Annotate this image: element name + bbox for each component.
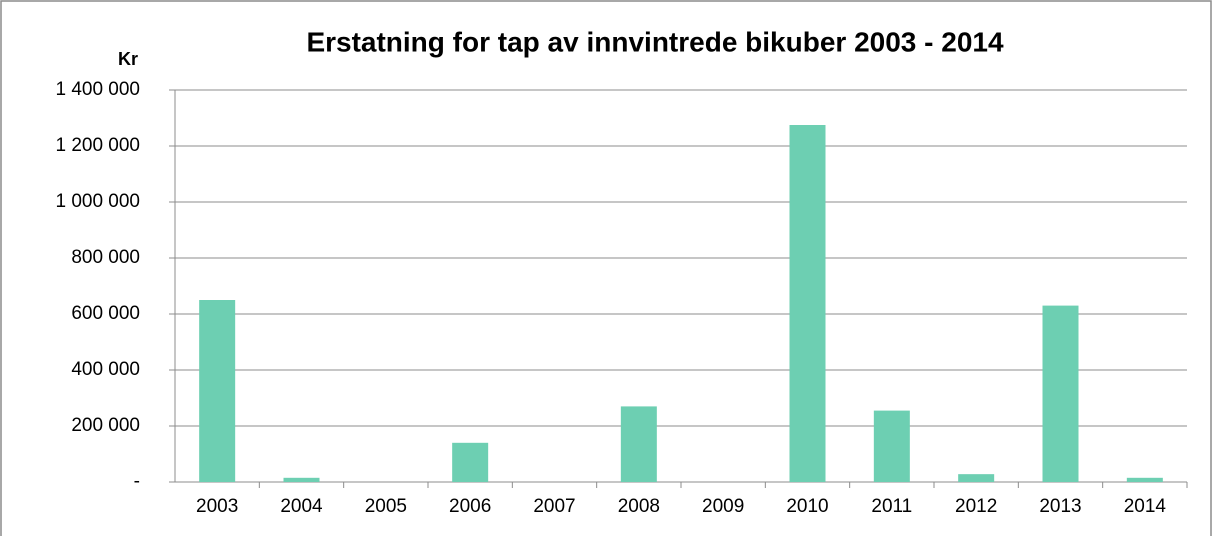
y-tick-label: 400 000 bbox=[71, 359, 140, 380]
y-tick-label: 1 400 000 bbox=[55, 79, 140, 100]
bar bbox=[958, 474, 995, 482]
x-tick-label: 2014 bbox=[1124, 496, 1167, 517]
x-tick-label: 2010 bbox=[786, 496, 828, 517]
bar bbox=[1042, 305, 1079, 482]
x-tick-label: 2006 bbox=[449, 496, 491, 517]
bar bbox=[283, 477, 320, 482]
bar bbox=[452, 442, 489, 482]
chart-title: Erstatning for tap av innvintrede bikube… bbox=[306, 26, 1004, 57]
x-tick-label: 2007 bbox=[533, 496, 575, 517]
x-tick-label: 2009 bbox=[702, 496, 744, 517]
bar bbox=[620, 406, 657, 482]
y-tick-label: 800 000 bbox=[71, 247, 140, 268]
y-tick-label: - bbox=[134, 471, 140, 492]
x-tick-label: 2011 bbox=[871, 496, 912, 517]
bar bbox=[789, 125, 826, 482]
bar bbox=[1126, 477, 1163, 482]
y-tick-label: 1 200 000 bbox=[55, 135, 140, 156]
x-tick-label: 2003 bbox=[196, 496, 238, 517]
bar bbox=[199, 300, 236, 482]
x-tick-label: 2013 bbox=[1039, 496, 1081, 517]
bar bbox=[873, 410, 910, 482]
x-tick-label: 2008 bbox=[618, 496, 660, 517]
y-axis-label: Kr bbox=[118, 49, 138, 69]
y-tick-label: 600 000 bbox=[71, 303, 140, 324]
y-tick-label: 200 000 bbox=[71, 415, 140, 436]
x-tick-label: 2005 bbox=[365, 496, 407, 517]
y-tick-label: 1 000 000 bbox=[55, 191, 140, 212]
x-tick-label: 2004 bbox=[280, 496, 323, 517]
x-tick-label: 2012 bbox=[955, 496, 997, 517]
